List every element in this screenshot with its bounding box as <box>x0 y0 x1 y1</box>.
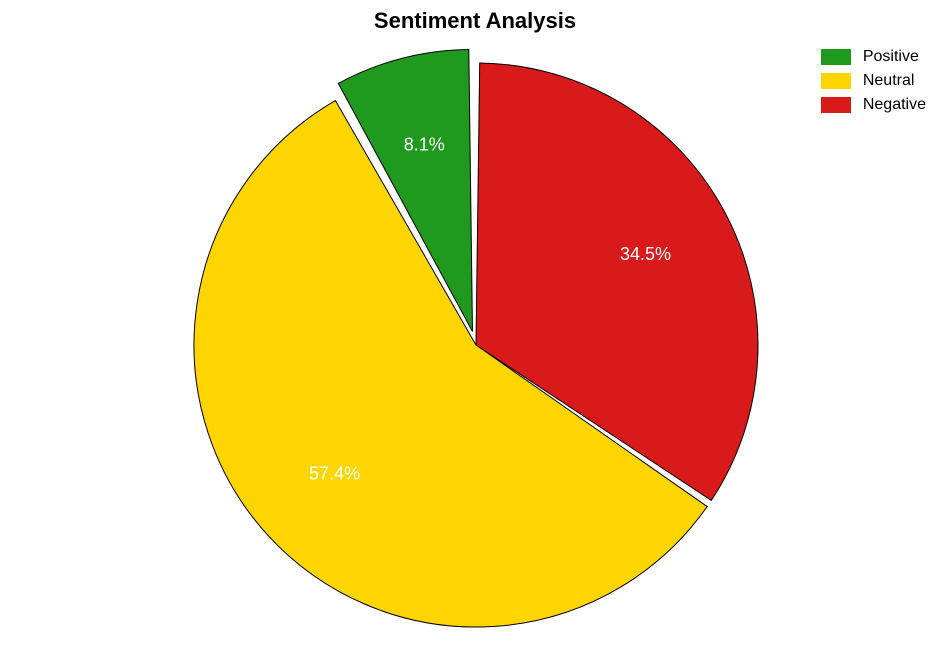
legend-swatch-neutral <box>821 73 851 89</box>
pie-label-neutral: 57.4% <box>309 463 360 483</box>
legend-swatch-positive <box>821 49 851 65</box>
pie-chart: 34.5% 57.4% 8.1% <box>0 0 950 662</box>
legend-item-negative: Negative <box>821 96 926 114</box>
legend-label-neutral: Neutral <box>863 72 915 90</box>
legend: Positive Neutral Negative <box>821 48 926 120</box>
legend-swatch-negative <box>821 97 851 113</box>
legend-label-positive: Positive <box>863 48 919 66</box>
chart-title: Sentiment Analysis <box>0 8 950 34</box>
legend-item-neutral: Neutral <box>821 72 926 90</box>
pie-label-negative: 34.5% <box>620 244 671 264</box>
legend-label-negative: Negative <box>863 96 926 114</box>
legend-item-positive: Positive <box>821 48 926 66</box>
pie-label-positive: 8.1% <box>404 135 445 155</box>
